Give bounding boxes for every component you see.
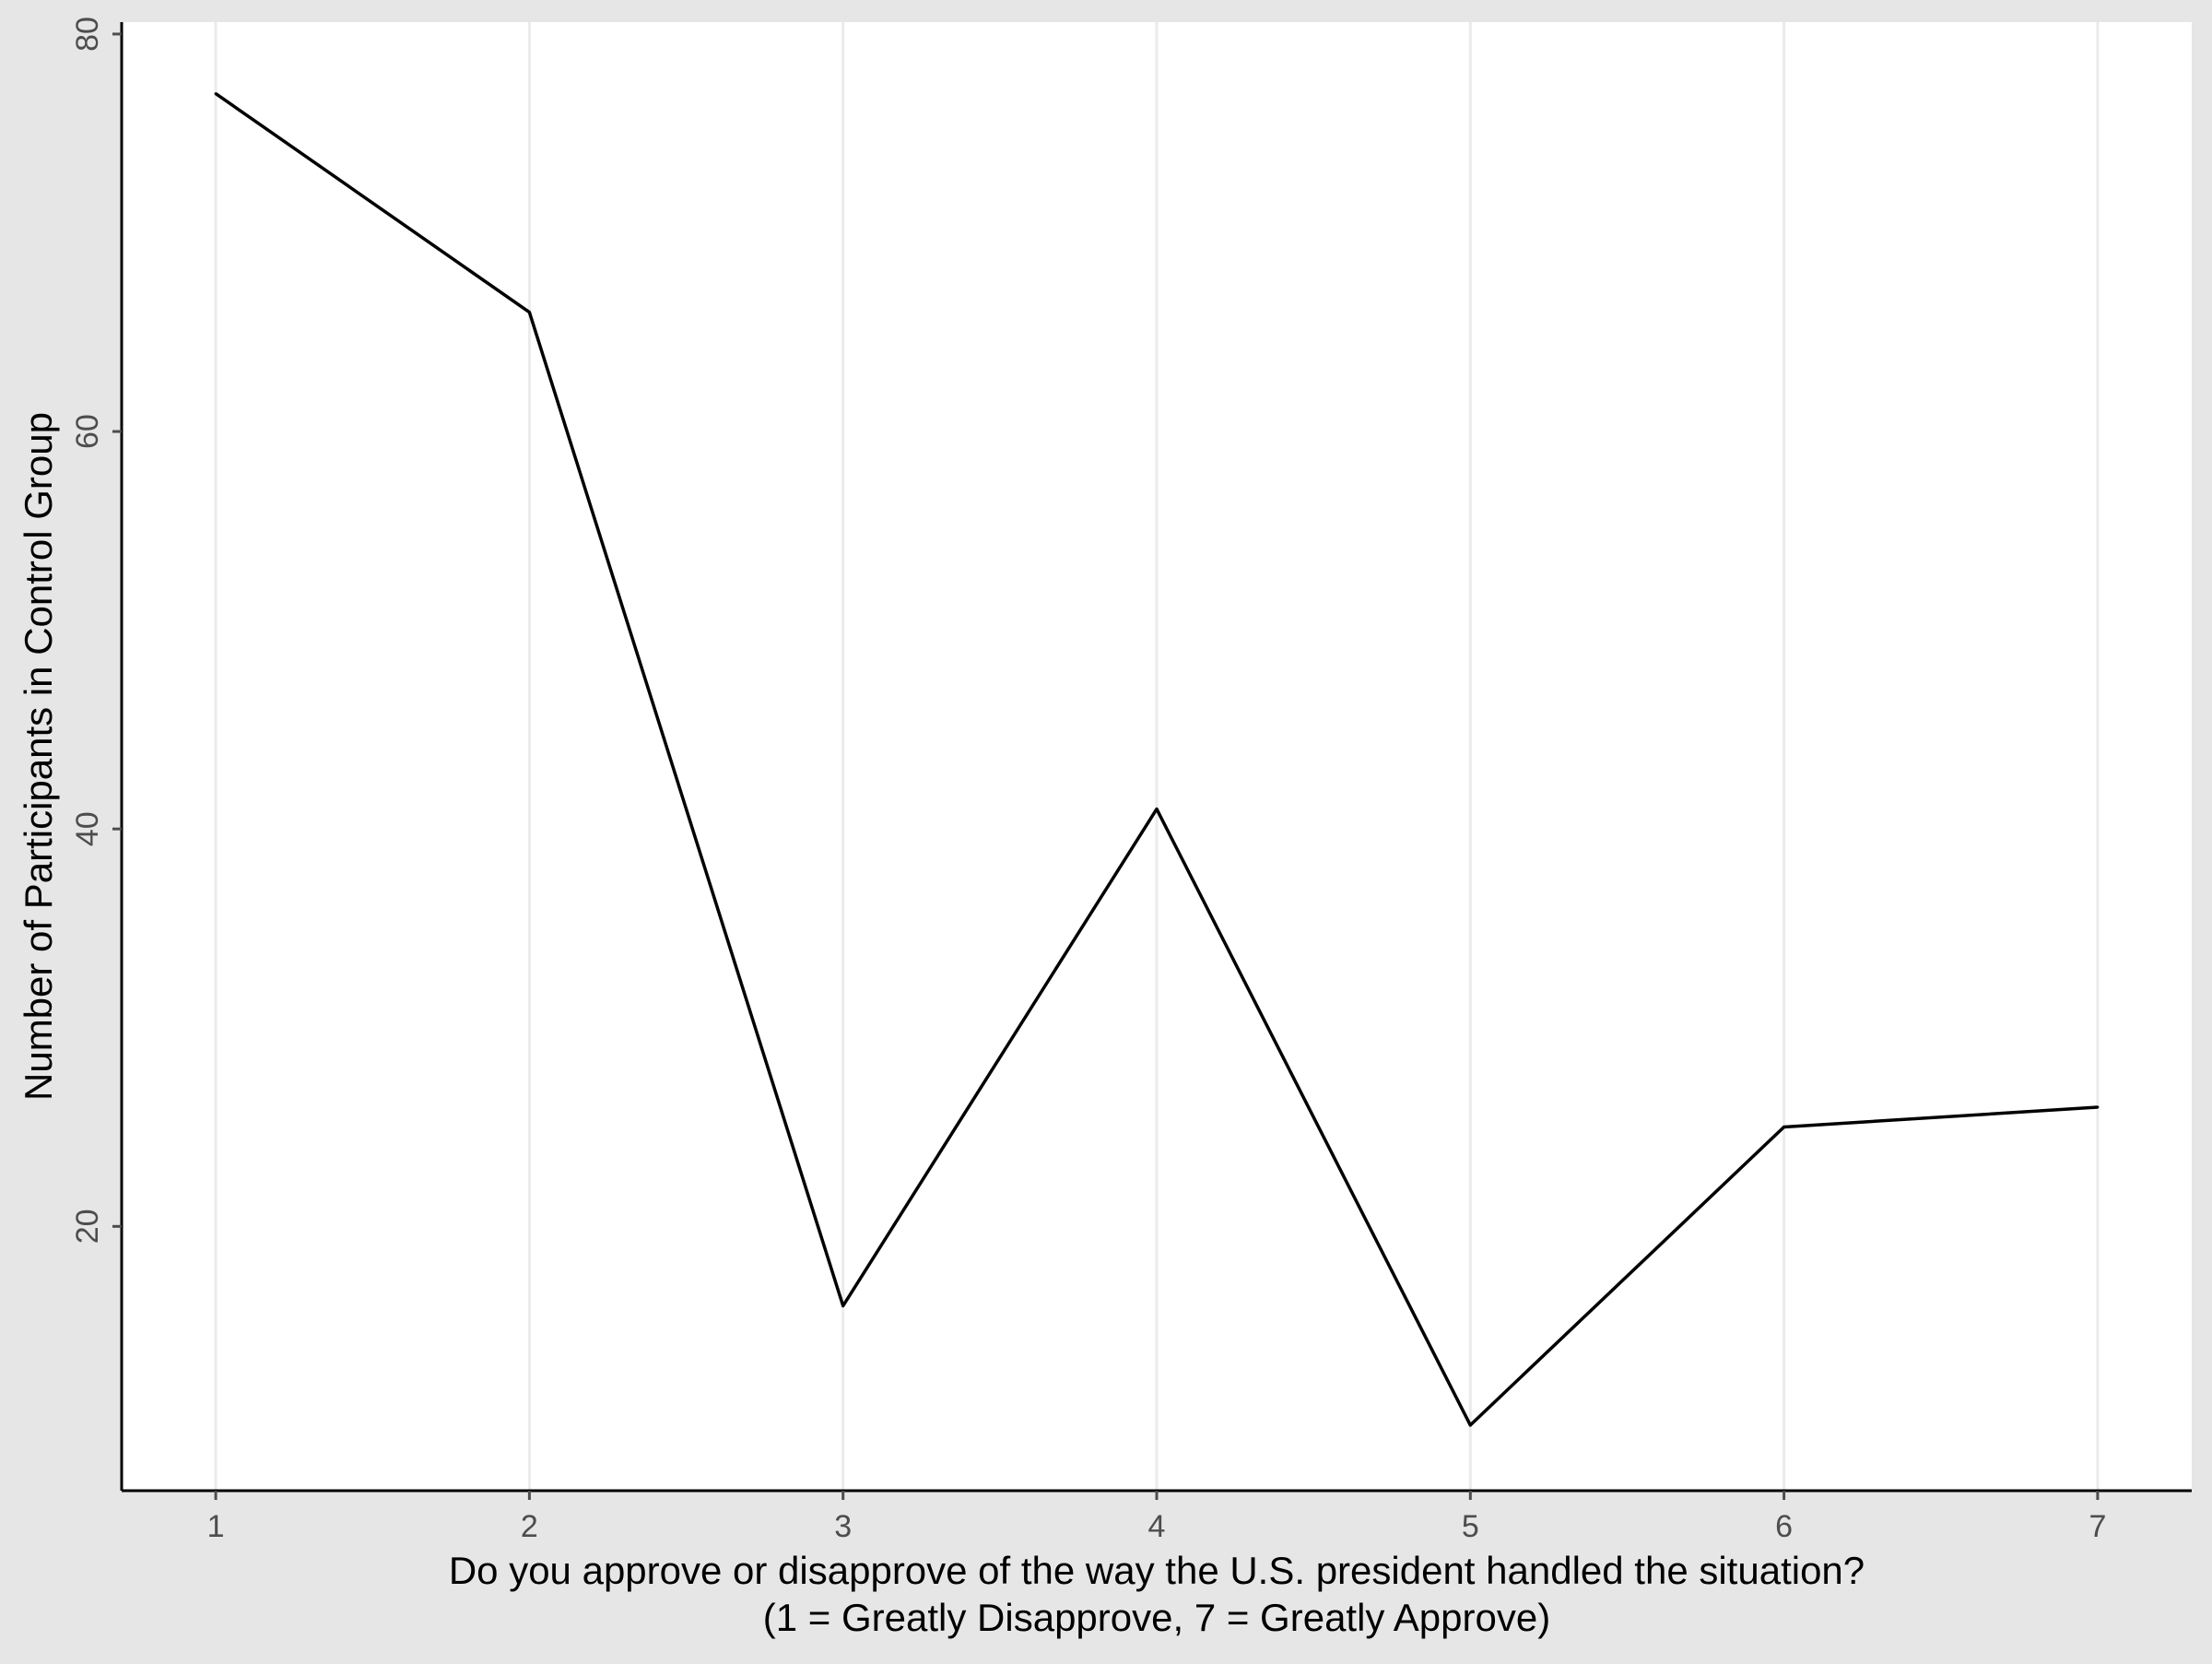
x-tick-label-4: 4: [1148, 1509, 1166, 1544]
y-tick-label-80: 80: [70, 17, 105, 52]
x-axis-label-line-1: Do you approve or disapprove of the way …: [449, 1549, 1865, 1592]
y-tick-label-40: 40: [70, 811, 105, 846]
series: [214, 92, 2100, 1427]
grid-lines: [214, 22, 2100, 1491]
y-tick-label-60: 60: [70, 414, 105, 449]
data-point-6: [1783, 1126, 1786, 1129]
data-point-2: [527, 311, 531, 314]
x-tick-label-5: 5: [1462, 1509, 1479, 1544]
data-point-7: [2096, 1105, 2100, 1109]
x-tick-label-6: 6: [1775, 1509, 1793, 1544]
data-point-1: [214, 92, 218, 96]
y-tick-label-20: 20: [70, 1209, 105, 1244]
x-tick-label-2: 2: [521, 1509, 538, 1544]
y-axis-label: Number of Participants in Control Group: [17, 412, 60, 1101]
tick-labels: 1 2 3 4 5 6 7 20 40 60 80: [70, 17, 2106, 1544]
data-point-5: [1468, 1423, 1472, 1427]
x-tick-label-1: 1: [207, 1509, 225, 1544]
axes: [112, 22, 2192, 1500]
x-axis-label-line-2: (1 = Greatly Disapprove, 7 = Greatly App…: [763, 1596, 1550, 1639]
data-point-3: [841, 1304, 845, 1308]
data-point-4: [1155, 808, 1159, 811]
x-tick-label-7: 7: [2088, 1509, 2106, 1544]
x-tick-label-3: 3: [834, 1509, 852, 1544]
